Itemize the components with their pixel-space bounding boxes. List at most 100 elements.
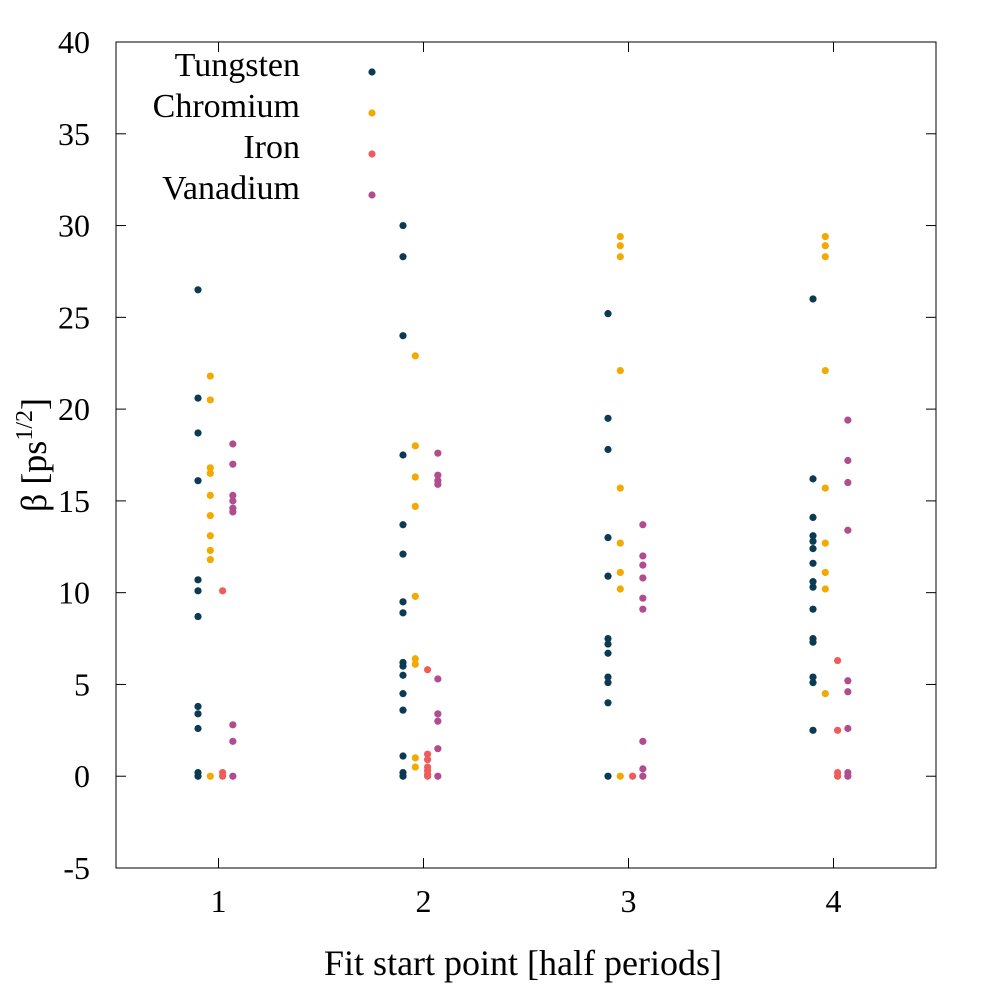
data-point-iron [219,587,227,595]
data-point-iron [834,726,842,734]
data-point-tungsten [604,414,612,422]
data-point-chromium [821,568,829,577]
data-point-tungsten [399,662,407,670]
data-point-tungsten [809,559,817,567]
data-point-chromium [411,473,419,481]
data-point-iron [424,772,432,780]
data-point-vanadium [434,449,442,457]
data-point-vanadium [229,721,237,729]
data-point-chromium [821,253,829,261]
axis-ticks: -5 0 5 10 15 20 25 30 35 40 1 2 3 4 [58,24,936,919]
data-point-vanadium [844,416,852,424]
data-point-tungsten [399,521,407,529]
data-point-vanadium [639,765,647,773]
data-point-tungsten [809,578,817,586]
data-point-vanadium [639,521,647,529]
data-point-tungsten [194,429,202,437]
legend-label-tungsten: Tungsten [175,47,300,84]
data-point-iron [219,772,227,780]
data-point-tungsten [809,295,817,303]
data-point-chromium [411,502,419,510]
data-point-tungsten [399,332,407,340]
data-point-tungsten [809,726,817,734]
data-point-vanadium [844,724,852,733]
data-point-tungsten [399,772,407,780]
data-point-tungsten [399,671,407,679]
data-point-chromium [411,655,419,663]
y-axis-label: β [ps1/2] [12,398,54,512]
data-point-chromium [821,484,829,492]
x-axis-label: Fit start point [half periods] [324,943,722,983]
legend-label-iron: Iron [243,129,300,166]
data-point-vanadium [434,772,442,780]
data-point-chromium [411,352,419,360]
data-point-tungsten [194,612,202,621]
data-point-tungsten [604,772,612,780]
data-point-tungsten [604,699,612,707]
data-point-iron [424,756,432,764]
y-tick-label: 35 [58,116,90,152]
data-point-vanadium [434,745,442,753]
y-tick-label: 10 [58,575,90,611]
data-point-tungsten [809,673,817,681]
data-point-chromium [206,372,214,380]
data-point-vanadium [639,574,647,582]
data-point-vanadium [639,772,647,780]
data-point-tungsten [604,634,612,643]
data-point-tungsten [604,572,612,580]
data-point-tungsten [809,679,817,687]
y-axis-label-end: ] [14,398,54,410]
data-point-vanadium [844,526,852,534]
data-point-tungsten [399,451,407,459]
data-point-chromium [616,366,624,375]
data-point-vanadium [434,710,442,718]
data-point-chromium [411,592,419,600]
data-point-chromium [206,772,214,780]
data-point-tungsten [809,605,817,613]
data-point-vanadium [844,772,852,780]
data-point-chromium [821,690,829,698]
data-point-tungsten [194,702,202,711]
data-point-tungsten [604,640,612,648]
y-tick-label: 40 [58,24,90,60]
y-tick-label: 30 [58,208,90,244]
data-point-tungsten [809,475,817,483]
data-point-chromium [616,242,624,250]
data-point-tungsten [604,445,612,454]
data-point-chromium [821,232,829,241]
data-point-tungsten [399,221,407,230]
data-point-tungsten [399,706,407,714]
data-point-tungsten [399,550,407,558]
data-point-tungsten [194,587,202,595]
data-point-chromium [821,242,829,250]
y-tick-label: 15 [58,483,90,519]
data-point-tungsten [399,609,407,617]
data-point-chromium [206,511,214,520]
data-point-chromium [821,366,829,375]
data-points [194,221,852,780]
y-axis-label-main: β [ps [14,441,54,512]
data-point-tungsten [194,286,202,294]
data-point-tungsten [194,394,202,402]
legend-marker-iron [368,150,376,158]
data-point-tungsten [194,772,202,780]
data-point-tungsten [604,679,612,687]
data-point-tungsten [604,534,612,542]
x-tick-label: 2 [416,883,432,919]
data-point-iron [424,750,432,758]
data-point-tungsten [194,477,202,485]
data-point-vanadium [639,605,647,613]
data-point-tungsten [604,673,612,681]
data-point-chromium [206,532,214,540]
data-point-tungsten [604,649,612,657]
data-point-vanadium [639,552,647,560]
data-point-vanadium [229,508,237,516]
data-point-chromium [411,763,419,771]
y-tick-label: 20 [58,391,90,427]
data-point-chromium [206,469,214,477]
data-point-tungsten [809,545,817,553]
x-tick-label: 4 [826,883,842,919]
data-point-chromium [411,442,419,450]
data-point-vanadium [639,737,647,745]
